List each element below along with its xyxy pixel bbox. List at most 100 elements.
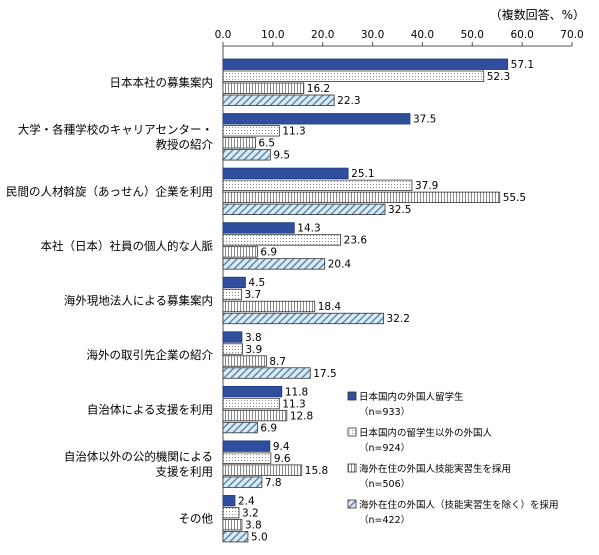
data-label: 18.4 (318, 301, 342, 313)
data-label: 6.9 (260, 422, 277, 434)
bar (222, 125, 280, 137)
data-label: 32.5 (388, 204, 411, 216)
data-label: 12.8 (290, 410, 313, 422)
legend-label: 海外在住の外国人（技能実習生を除く）を採用 (359, 499, 559, 511)
data-label: 37.9 (415, 180, 438, 192)
category-label: 本社（日本）社員の個人的な人脈 (41, 239, 214, 253)
data-label: 3.8 (245, 519, 262, 531)
bar (222, 258, 326, 270)
data-label: 9.4 (273, 441, 290, 453)
bar (222, 397, 280, 410)
category-label: 自治体による支援を利用 (87, 403, 213, 417)
x-tick-label: 60.0 (510, 29, 533, 41)
data-label: 3.2 (242, 507, 259, 519)
unit-note: （複数回答、%） (489, 8, 585, 22)
bar (222, 276, 246, 289)
data-label: 11.3 (282, 398, 305, 410)
bar (222, 476, 263, 488)
legend: 日本国内の外国人留学生 （n=933） 日本国内の留学生以外の外国人 （n=924） 海… (347, 391, 559, 526)
category-label: 支援を利用 (156, 465, 214, 479)
bar (222, 113, 411, 125)
data-label: 14.3 (297, 223, 320, 235)
bar (222, 94, 335, 106)
bar (222, 452, 272, 464)
bar (222, 331, 243, 343)
data-label: 6.9 (260, 247, 277, 259)
data-label: 3.8 (245, 332, 262, 344)
legend-label: 日本国内の外国人留学生 (359, 391, 464, 403)
data-label: 11.3 (282, 126, 305, 138)
legend-swatch (347, 463, 357, 473)
bar (222, 385, 283, 398)
category-label: その他 (179, 512, 214, 526)
data-label: 6.5 (258, 138, 275, 150)
bars-layer (222, 58, 509, 543)
data-label: 52.3 (487, 71, 510, 83)
data-label: 15.8 (305, 465, 328, 477)
legend-swatch (347, 499, 357, 509)
data-label: 2.4 (238, 495, 255, 507)
legend-n: （n=924） (359, 442, 410, 454)
bar (222, 288, 242, 301)
legend-swatch (347, 391, 357, 401)
data-label: 3.7 (244, 289, 261, 301)
labels-layer: 日本本社の募集案内 57.152.3 16.2 22.3 大学・各種学校のキャリアセンタ… (6, 59, 534, 543)
legend-label: 日本国内の留学生以外の外国人 (359, 427, 493, 439)
category-label: 海外の取引先企業の紹介 (87, 348, 214, 362)
bar (222, 222, 295, 234)
data-label: 57.1 (511, 59, 534, 71)
data-label: 55.5 (503, 192, 526, 204)
data-label: 9.5 (273, 150, 290, 162)
x-tick-label: 30.0 (361, 29, 384, 41)
bar (222, 531, 249, 543)
bar (222, 440, 271, 452)
bar (222, 312, 384, 325)
bar (222, 179, 413, 192)
bar (222, 203, 386, 216)
data-label: 4.5 (248, 277, 265, 289)
x-tick-label: 40.0 (411, 29, 434, 41)
category-label: 日本本社の募集案内 (110, 75, 214, 89)
bar (222, 519, 243, 531)
bar (222, 137, 256, 149)
category-label: 大学・各種学校のキャリアセンター・ (18, 122, 213, 136)
bar (222, 246, 258, 258)
data-label: 32.2 (387, 313, 410, 325)
legend-n: （n=506） (359, 478, 410, 490)
bar (222, 355, 267, 367)
x-tick-label: 10.0 (261, 29, 284, 41)
data-label: 8.7 (269, 356, 286, 368)
data-label: 9.6 (274, 453, 291, 465)
legend-n: （n=422） (359, 514, 410, 526)
bar (222, 58, 509, 70)
bar (222, 300, 316, 313)
legend-n: （n=933） (359, 406, 410, 418)
category-label: 自治体以外の公的機関による (64, 450, 213, 464)
bar (222, 409, 288, 422)
category-label: 教授の紹介 (156, 137, 214, 151)
bar (222, 495, 236, 507)
data-label: 23.6 (344, 235, 368, 247)
data-label: 5.0 (251, 531, 268, 543)
bar (222, 464, 303, 476)
data-label: 3.9 (245, 344, 262, 356)
legend-label: 海外在住の外国人技能実習生を採用 (359, 463, 511, 475)
data-label: 17.5 (313, 368, 336, 380)
bar (222, 82, 305, 94)
bar (222, 421, 258, 434)
bar (222, 343, 243, 355)
bar (222, 167, 349, 180)
category-label: 海外現地法人による募集案内 (64, 293, 213, 307)
data-label: 37.5 (413, 114, 436, 126)
x-tick-label: 50.0 (461, 29, 484, 41)
bar (222, 367, 311, 379)
category-label: 民間の人材斡旋（あっせん）企業を利用 (6, 184, 213, 198)
data-label: 11.8 (285, 386, 308, 398)
bar (222, 70, 485, 82)
x-tick-label: 70.0 (560, 29, 583, 41)
x-tick-label: 0.0 (215, 29, 232, 41)
bar (222, 191, 501, 204)
legend-swatch (347, 427, 357, 437)
data-label: 16.2 (307, 83, 330, 95)
